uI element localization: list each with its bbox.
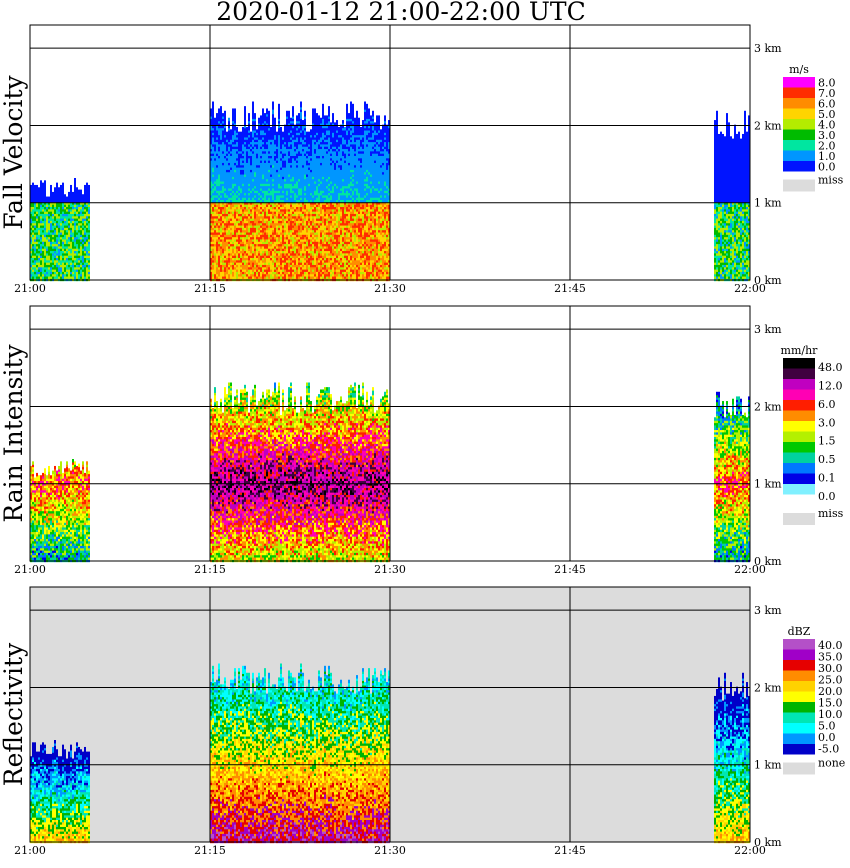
- figure-title: 2020-01-12 21:00-22:00 UTC: [216, 0, 585, 26]
- panels: 21:00 21:15 21:30 21:45 22:000 km1 km2 km3 k…: [0, 25, 845, 857]
- echo-cell: [88, 185, 90, 189]
- echo-cell: [280, 127, 282, 131]
- echo-cell: [240, 132, 242, 136]
- echo-cell: [290, 118, 292, 122]
- echo-cell: [314, 108, 316, 112]
- echo-cell: [52, 192, 54, 196]
- echo-cell: [80, 190, 82, 194]
- echo-cell: [230, 129, 232, 133]
- echo-cell: [238, 132, 240, 136]
- echo-cell: [84, 185, 86, 189]
- echo-cell: [78, 190, 80, 194]
- echo-cell: [254, 113, 256, 117]
- echo-cell: [42, 183, 44, 187]
- echo-cell: [274, 118, 276, 122]
- echo-cell: [32, 183, 34, 187]
- echo-cell: [304, 111, 306, 115]
- echo-cell: [268, 111, 270, 115]
- echo-cell: [310, 129, 312, 133]
- echo-cell: [222, 113, 224, 117]
- echo-cell: [236, 127, 238, 131]
- echo-cell: [278, 104, 280, 108]
- echo-cell: [286, 111, 288, 115]
- echo-cell: [282, 132, 284, 136]
- echo-cell: [68, 192, 70, 196]
- echo-cell: [216, 113, 218, 117]
- echo-cell: [228, 118, 230, 122]
- echo-cell: [252, 102, 254, 106]
- echo-cell: [56, 183, 58, 187]
- echo-cell: [60, 185, 62, 189]
- echo-cell: [76, 187, 78, 191]
- echo-cell: [276, 132, 278, 136]
- echo-cell: [212, 102, 214, 106]
- echo-cell: [64, 194, 66, 198]
- echo-cell: [54, 187, 56, 191]
- echo-cell: [58, 187, 60, 191]
- echo-cell: [70, 185, 72, 189]
- echo-cell: [232, 108, 234, 112]
- echo-region: [30, 178, 90, 281]
- echo-cell: [44, 180, 46, 184]
- echo-cell: [272, 102, 274, 106]
- echo-cell: [256, 129, 258, 133]
- echo-cell: [226, 132, 228, 136]
- echo-cell: [218, 108, 220, 112]
- echo-cell: [248, 113, 250, 117]
- echo-cell: [270, 127, 272, 131]
- echo-cell: [260, 115, 262, 119]
- echo-cell: [250, 132, 252, 136]
- echo-cell: [48, 197, 50, 201]
- echo-cell: [62, 183, 64, 187]
- echo-cell: [288, 111, 290, 115]
- echo-cell: [296, 115, 298, 119]
- echo-cell: [264, 113, 266, 117]
- echo-cell: [72, 192, 74, 196]
- echo-cell: [308, 132, 310, 136]
- echo-cell: [258, 118, 260, 122]
- echo-cell: [66, 197, 68, 201]
- echo-cell: [38, 187, 40, 191]
- echo-cell: [242, 127, 244, 131]
- echo-cell: [266, 108, 268, 112]
- echo-region: [210, 102, 390, 282]
- panel-0: 21:00 21:15 21:30 21:45 22:000 km1 km2 km3 k…: [0, 25, 844, 295]
- echo-cell: [74, 178, 76, 182]
- echo-cell: [244, 106, 246, 110]
- echo-cell: [82, 194, 84, 198]
- echo-cell: [220, 106, 222, 110]
- echo-cell: [40, 180, 42, 184]
- echo-cell: [292, 106, 294, 110]
- echo-cell: [214, 118, 216, 122]
- echo-cell: [262, 108, 264, 112]
- echo-cell: [50, 185, 52, 189]
- echo-cell: [86, 183, 88, 187]
- echo-cell: [36, 185, 38, 189]
- echo-cell: [234, 108, 236, 112]
- echo-cell: [300, 102, 302, 106]
- echo-cell: [302, 120, 304, 124]
- echo-cell: [312, 108, 314, 112]
- echo-cell: [298, 113, 300, 117]
- echo-cell: [306, 132, 308, 136]
- echo-cell: [34, 185, 36, 189]
- echo-cell: [46, 197, 48, 201]
- echo-cell: [224, 111, 226, 115]
- echo-cell: [246, 127, 248, 131]
